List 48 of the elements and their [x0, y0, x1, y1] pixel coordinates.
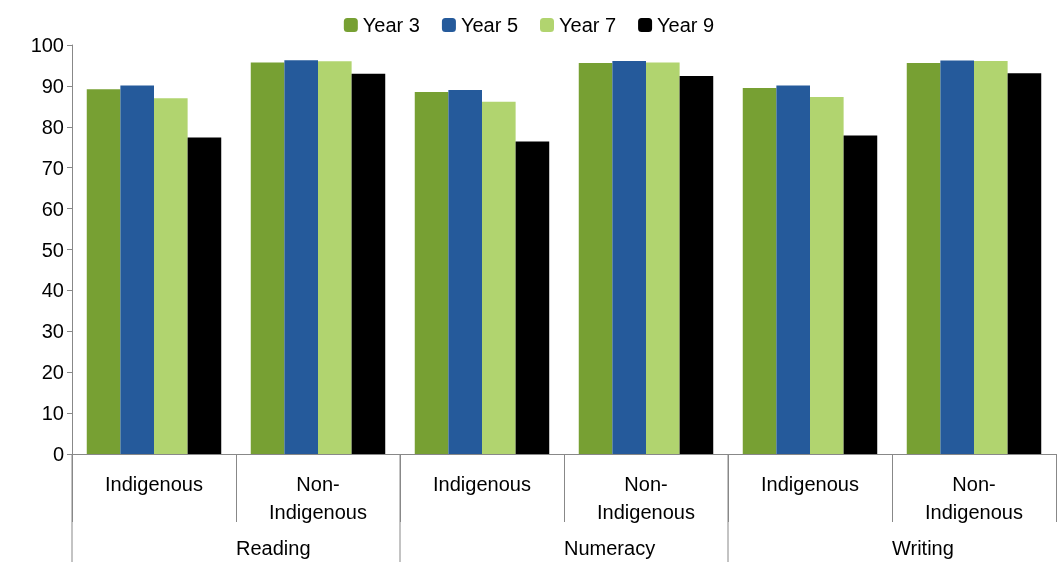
y-tick-label: 90 — [41, 74, 64, 97]
y-tick-label: 40 — [41, 279, 64, 302]
y-tick-label: 80 — [41, 115, 64, 138]
bar — [414, 92, 449, 454]
bar — [351, 73, 386, 454]
bar — [515, 141, 550, 454]
bar — [250, 62, 285, 454]
bar — [187, 137, 222, 454]
bar — [284, 60, 318, 454]
x-tick-label: Indigenous — [105, 473, 203, 495]
text: Writing — [892, 537, 954, 559]
bar — [974, 60, 1008, 454]
bar — [646, 62, 680, 454]
x-tick-label: Indigenous — [761, 473, 859, 495]
bar — [154, 98, 188, 454]
y-tick-label: 70 — [41, 156, 64, 179]
bar — [776, 85, 810, 454]
x-tick-label: Indigenous — [433, 473, 531, 495]
legend-label: Year 7 — [559, 14, 617, 36]
legend-label: Year 9 — [657, 14, 715, 36]
legend-label: Year 5 — [460, 14, 518, 36]
y-tick-label: 60 — [41, 197, 64, 220]
bar — [120, 85, 154, 454]
bar — [448, 89, 482, 454]
x-tick-label: Non-Indigenous — [925, 473, 1023, 523]
bar — [1007, 73, 1042, 454]
bar — [578, 63, 613, 454]
bar — [612, 60, 646, 454]
x-tick-label: Non-Indigenous — [269, 473, 367, 523]
bar — [86, 89, 121, 454]
text: Reading — [235, 537, 311, 559]
y-tick-label: 100 — [30, 34, 64, 56]
bar — [906, 63, 941, 454]
legend-label: Year 3 — [362, 14, 420, 36]
y-tick-label: 50 — [41, 238, 64, 261]
text: Numeracy — [564, 537, 656, 559]
y-tick-label: 30 — [41, 320, 64, 343]
y-tick-label: 20 — [41, 361, 64, 384]
bar — [810, 96, 844, 454]
bar — [318, 61, 352, 454]
bar — [679, 76, 714, 454]
bar — [742, 87, 777, 454]
y-tick-label: 0 — [52, 443, 64, 465]
y-tick-label: 10 — [41, 402, 64, 425]
bar — [843, 135, 878, 454]
bar — [482, 101, 516, 454]
bar — [940, 60, 974, 454]
x-tick-label: Non-Indigenous — [597, 473, 695, 523]
